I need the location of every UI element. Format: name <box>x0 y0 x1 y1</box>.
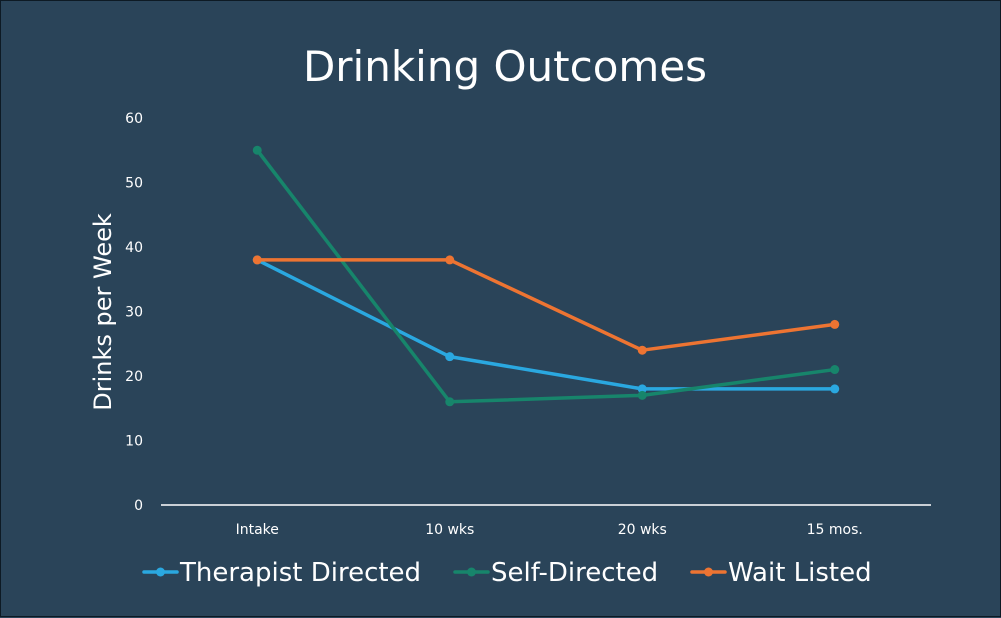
x-tick-label: 15 mos. <box>807 522 863 538</box>
data-point-therapist-directed <box>830 384 840 394</box>
data-point-self-directed <box>252 145 262 155</box>
y-ticks: 0 10 20 30 40 50 60 <box>125 111 143 514</box>
y-tick-label: 10 <box>125 434 143 450</box>
chart-title: Drinking Outcomes <box>303 42 707 91</box>
x-tick-label: 20 wks <box>618 522 667 538</box>
y-tick-label: 60 <box>125 111 143 127</box>
y-axis-label: Drinks per Week <box>89 213 117 411</box>
data-point-wait-listed <box>830 319 840 329</box>
series-line-wait-listed <box>255 258 837 352</box>
series-line-therapist-directed <box>255 258 837 391</box>
y-tick-label: 0 <box>134 498 143 514</box>
x-ticks: Intake 10 wks 20 wks 15 mos. <box>236 522 863 538</box>
series-lines <box>252 145 840 407</box>
series-line-self-directed <box>255 148 837 404</box>
y-tick-label: 40 <box>125 240 143 256</box>
y-tick-label: 30 <box>125 305 143 321</box>
y-tick-label: 20 <box>125 369 143 385</box>
legend-label-wait-listed: Wait Listed <box>728 558 872 588</box>
legend-marker-self-directed <box>467 567 476 577</box>
data-point-self-directed <box>830 365 840 375</box>
legend-label-self-directed: Self-Directed <box>491 558 658 588</box>
data-point-wait-listed <box>445 255 455 265</box>
legend-marker-therapist-directed <box>156 567 165 577</box>
x-tick-label: 10 wks <box>425 522 474 538</box>
data-point-therapist-directed <box>637 384 647 394</box>
data-point-self-directed <box>445 397 455 407</box>
legend-label-therapist-directed: Therapist Directed <box>179 558 421 588</box>
y-tick-label: 50 <box>125 176 143 192</box>
data-point-wait-listed <box>637 345 647 355</box>
x-tick-label: Intake <box>236 522 279 538</box>
data-point-self-directed <box>637 390 647 400</box>
legend-marker-wait-listed <box>704 567 713 577</box>
data-point-wait-listed <box>252 255 262 265</box>
data-point-therapist-directed <box>445 352 455 362</box>
legend: Therapist Directed Self-Directed Wait List… <box>142 558 872 588</box>
